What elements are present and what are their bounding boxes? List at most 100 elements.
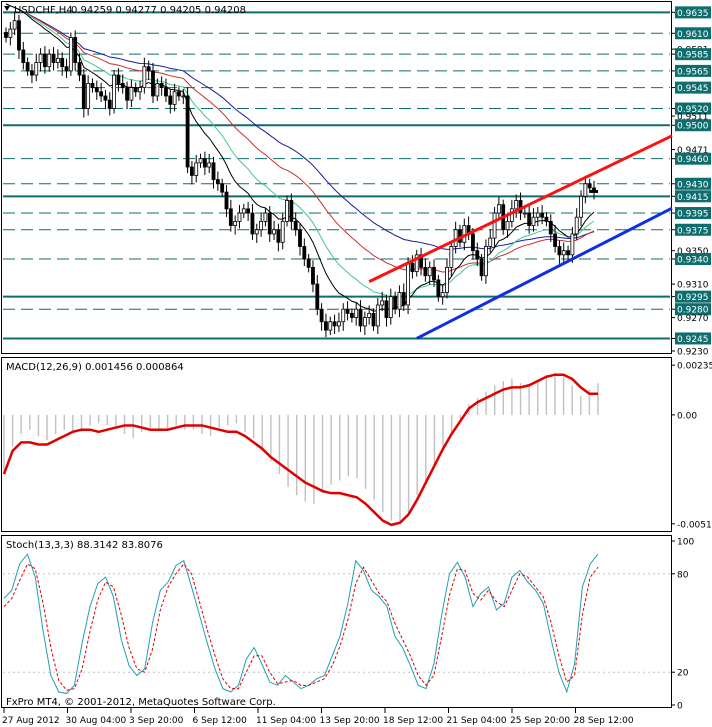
candle-body — [362, 317, 367, 327]
candle-body — [172, 91, 177, 105]
price-level-label-box — [675, 48, 711, 61]
chart-symbol-label: USDCHF,H4 — [14, 5, 73, 16]
resistance-trendline — [368, 134, 673, 283]
macd-axis: 0.00235 0.00 -0.00515 — [671, 362, 712, 530]
price-axis: 0.96350.96100.95910.95850.95650.95450.95… — [590, 6, 711, 358]
candle-body — [233, 220, 238, 226]
candle-body — [68, 37, 73, 72]
price-tick-label: 0.9245 — [677, 335, 709, 345]
price-tick-label: 0.9511 — [677, 113, 709, 123]
candle-body — [51, 53, 56, 63]
candle-body — [224, 191, 229, 210]
candle-body — [207, 162, 212, 168]
ma-green-line — [5, 3, 595, 298]
candle-body — [332, 321, 337, 327]
candle-body — [38, 53, 43, 63]
candle-body — [17, 20, 21, 51]
candle-body — [471, 233, 475, 252]
price-level-label-box — [675, 332, 711, 345]
candle-body — [34, 62, 39, 76]
candle-body — [432, 266, 436, 281]
candle-body — [73, 37, 78, 63]
candle-body — [561, 250, 566, 256]
price-level-label-box — [675, 64, 711, 77]
candle-body — [522, 212, 527, 215]
candle-body — [319, 308, 324, 323]
candle-body — [475, 250, 480, 260]
candle-body — [427, 266, 432, 277]
ma-red-line — [5, 3, 595, 273]
candle-body — [138, 87, 142, 93]
macd-plot — [2, 372, 599, 527]
price-tick-label: 0.9230 — [677, 348, 709, 358]
candle-body — [315, 283, 320, 310]
macd-panel-frame — [1, 357, 672, 532]
price-level-label-box — [675, 119, 711, 132]
candle-body — [548, 220, 553, 235]
candle-body — [47, 53, 52, 68]
candle-body — [125, 87, 129, 101]
price-tick-label: 0.9280 — [677, 306, 709, 316]
stoch-axis: 100 80 20 0 — [671, 538, 694, 712]
candle-body — [514, 200, 519, 210]
candle-body — [324, 321, 328, 331]
candle-body — [505, 220, 510, 231]
candle-body — [220, 183, 225, 193]
trend-lines — [368, 134, 673, 340]
candle-body — [107, 99, 112, 109]
candle-body — [164, 87, 168, 97]
candle-body — [570, 233, 575, 256]
candle-body — [328, 321, 333, 331]
candle-body — [540, 212, 545, 218]
candle-body — [341, 308, 346, 323]
candle-body — [25, 62, 30, 72]
time-tick-label: 28 Sep 12:00 — [574, 716, 634, 726]
candle-body — [544, 216, 549, 222]
candle-body — [280, 220, 285, 243]
candle-body — [414, 254, 419, 272]
candle-body — [103, 95, 108, 101]
candle-body — [64, 66, 69, 72]
price-tick-label: 0.9375 — [677, 226, 709, 236]
time-tick-label: 11 Sep 04:00 — [256, 716, 316, 726]
candle-body — [531, 216, 536, 226]
candle-body — [380, 300, 385, 306]
price-level-label-box — [675, 253, 711, 266]
candle-body — [241, 208, 246, 214]
candle-body — [12, 20, 17, 30]
candle-body — [349, 312, 354, 318]
stoch-tick-label: 80 — [677, 570, 689, 580]
price-level-label-box — [675, 223, 711, 236]
price-level-label-box — [675, 303, 711, 316]
price-level-label-box — [675, 190, 711, 203]
candle-body — [151, 70, 155, 97]
candle-body — [177, 91, 181, 97]
candle-body — [587, 183, 592, 189]
candle-body — [289, 200, 294, 222]
candle-body — [185, 95, 190, 168]
candle-body — [354, 308, 359, 318]
candles — [4, 11, 596, 338]
candle-body — [302, 246, 307, 260]
candle-body — [120, 83, 125, 89]
ma-black-line — [5, 3, 595, 312]
time-tick-label: 6 Sep 12:00 — [193, 716, 248, 726]
candle-body — [566, 250, 570, 256]
candle-body — [401, 292, 406, 306]
ma-blue-line — [5, 3, 595, 250]
candle-body — [198, 158, 203, 164]
price-tick-label: 0.9310 — [677, 281, 709, 291]
time-tick-label: 3 Sep 20:00 — [129, 716, 184, 726]
time-tick-label: 30 Aug 04:00 — [66, 716, 127, 726]
price-level-label-box — [675, 81, 711, 94]
candle-body — [311, 266, 315, 285]
support-trendline — [416, 206, 673, 340]
candle-body — [228, 208, 233, 226]
candle-body — [488, 237, 493, 247]
price-tick-label: 0.9395 — [677, 210, 709, 220]
price-tick-label: 0.9520 — [677, 105, 709, 115]
candle-body — [367, 312, 372, 318]
candle-body — [492, 212, 497, 239]
candle-body — [345, 308, 350, 314]
price-tick-label: 0.9350 — [677, 247, 709, 257]
